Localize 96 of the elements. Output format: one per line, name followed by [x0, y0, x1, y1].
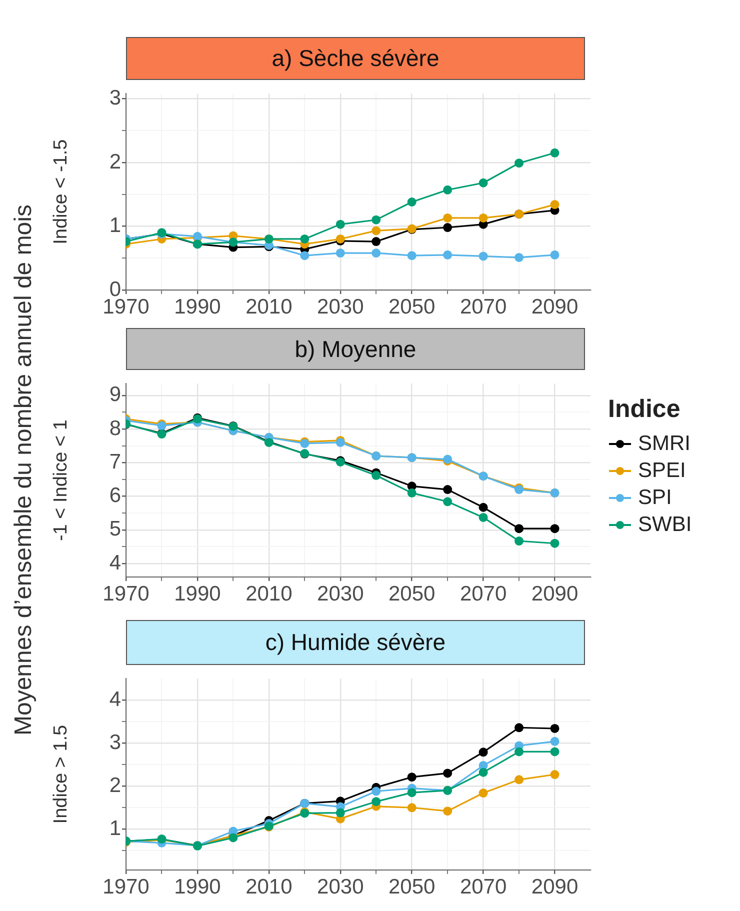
- point: [514, 536, 524, 546]
- point: [514, 524, 524, 534]
- x-tick-label: 1970: [102, 295, 150, 318]
- x-tick-label: 1990: [174, 295, 221, 318]
- point: [443, 497, 452, 506]
- point: [478, 252, 488, 261]
- point: [372, 226, 381, 236]
- legend-label: SPI: [638, 486, 672, 510]
- x-tick-label: 2090: [531, 582, 578, 606]
- point: [514, 158, 524, 168]
- chart-title: b) Moyenne: [126, 328, 585, 370]
- point: [478, 502, 488, 512]
- y-tick-label: 1: [109, 816, 121, 840]
- point: [550, 770, 560, 780]
- x-tick-label: 2010: [246, 295, 292, 318]
- point: [550, 538, 560, 548]
- point: [478, 768, 488, 777]
- x-tick-label: 2070: [460, 295, 507, 318]
- point: [478, 178, 488, 188]
- y-tick-label: 8: [109, 416, 121, 440]
- y-axis-title: Indice > 1.5: [50, 724, 72, 824]
- point: [514, 747, 524, 756]
- x-tick-label: 2010: [246, 875, 292, 898]
- y-tick-label: 2: [109, 150, 121, 174]
- point: [300, 234, 310, 244]
- x-tick-label: 2010: [246, 582, 292, 606]
- point: [300, 251, 310, 260]
- point: [336, 248, 345, 258]
- point: [443, 223, 452, 232]
- x-tick-label: 1990: [174, 582, 221, 606]
- point: [443, 768, 452, 778]
- point: [372, 215, 381, 224]
- point: [407, 772, 416, 782]
- point: [478, 748, 488, 757]
- legend-label: SWBI: [638, 512, 692, 536]
- point: [550, 200, 560, 210]
- point: [407, 198, 416, 207]
- y-tick-label: 3: [109, 730, 121, 754]
- chart-title: c) Humide sévère: [126, 620, 585, 665]
- point: [407, 803, 416, 812]
- x-tick-label: 1970: [102, 582, 150, 606]
- point: [514, 775, 524, 784]
- point: [550, 250, 560, 260]
- x-tick-label: 2070: [460, 582, 507, 606]
- x-tick-label: 2050: [388, 582, 436, 606]
- point: [550, 148, 560, 158]
- point: [514, 723, 524, 732]
- y-tick-label: 4: [109, 551, 122, 574]
- point: [336, 808, 345, 818]
- legend-title: Indice: [608, 395, 682, 424]
- point: [550, 524, 560, 534]
- y-tick-label: 2: [109, 774, 121, 797]
- point: [550, 724, 560, 733]
- y-tick-label: 7: [109, 450, 121, 474]
- y-tick-label: 4: [109, 688, 122, 711]
- y-tick-label: 1: [109, 214, 121, 238]
- point: [443, 250, 452, 260]
- y-tick-label: 9: [109, 383, 121, 406]
- x-tick-label: 2050: [388, 875, 436, 898]
- point: [443, 806, 452, 816]
- y-tick-label: 6: [109, 484, 121, 508]
- point: [372, 797, 381, 806]
- point: [372, 470, 381, 480]
- text: Moyennes d’ensemble du nombre annuel de mois: [10, 204, 38, 736]
- legend-label: SPEI: [638, 458, 686, 482]
- x-tick-label: 1990: [174, 875, 221, 898]
- x-tick-label: 2030: [317, 875, 364, 898]
- y-tick-label: 3: [109, 86, 121, 110]
- point: [372, 248, 381, 258]
- point: [407, 488, 416, 498]
- point: [443, 213, 452, 222]
- y-axis-title: -1 < Indice < 1: [50, 420, 72, 542]
- point: [550, 736, 560, 746]
- point: [407, 251, 416, 260]
- x-tick-label: 2030: [317, 582, 364, 606]
- y-tick-label: 5: [109, 518, 121, 541]
- x-tick-label: 1970: [102, 875, 150, 898]
- point: [478, 213, 488, 222]
- x-tick-label: 2050: [388, 295, 436, 318]
- point: [478, 512, 488, 522]
- point: [514, 252, 524, 262]
- legend-label: SMRI: [638, 432, 690, 456]
- point: [336, 220, 345, 229]
- point: [372, 237, 381, 246]
- point: [372, 786, 381, 796]
- y-axis-title: Indice < -1.5: [50, 139, 72, 244]
- x-tick-label: 2070: [460, 875, 507, 898]
- point: [443, 185, 452, 194]
- point: [443, 485, 452, 494]
- point: [550, 747, 560, 756]
- point: [478, 788, 488, 798]
- chart-title: a) Sèche sévère: [126, 37, 585, 80]
- x-tick-label: 2090: [531, 295, 578, 318]
- point: [407, 788, 416, 798]
- x-tick-label: 2090: [531, 875, 578, 898]
- x-tick-label: 2030: [317, 295, 364, 318]
